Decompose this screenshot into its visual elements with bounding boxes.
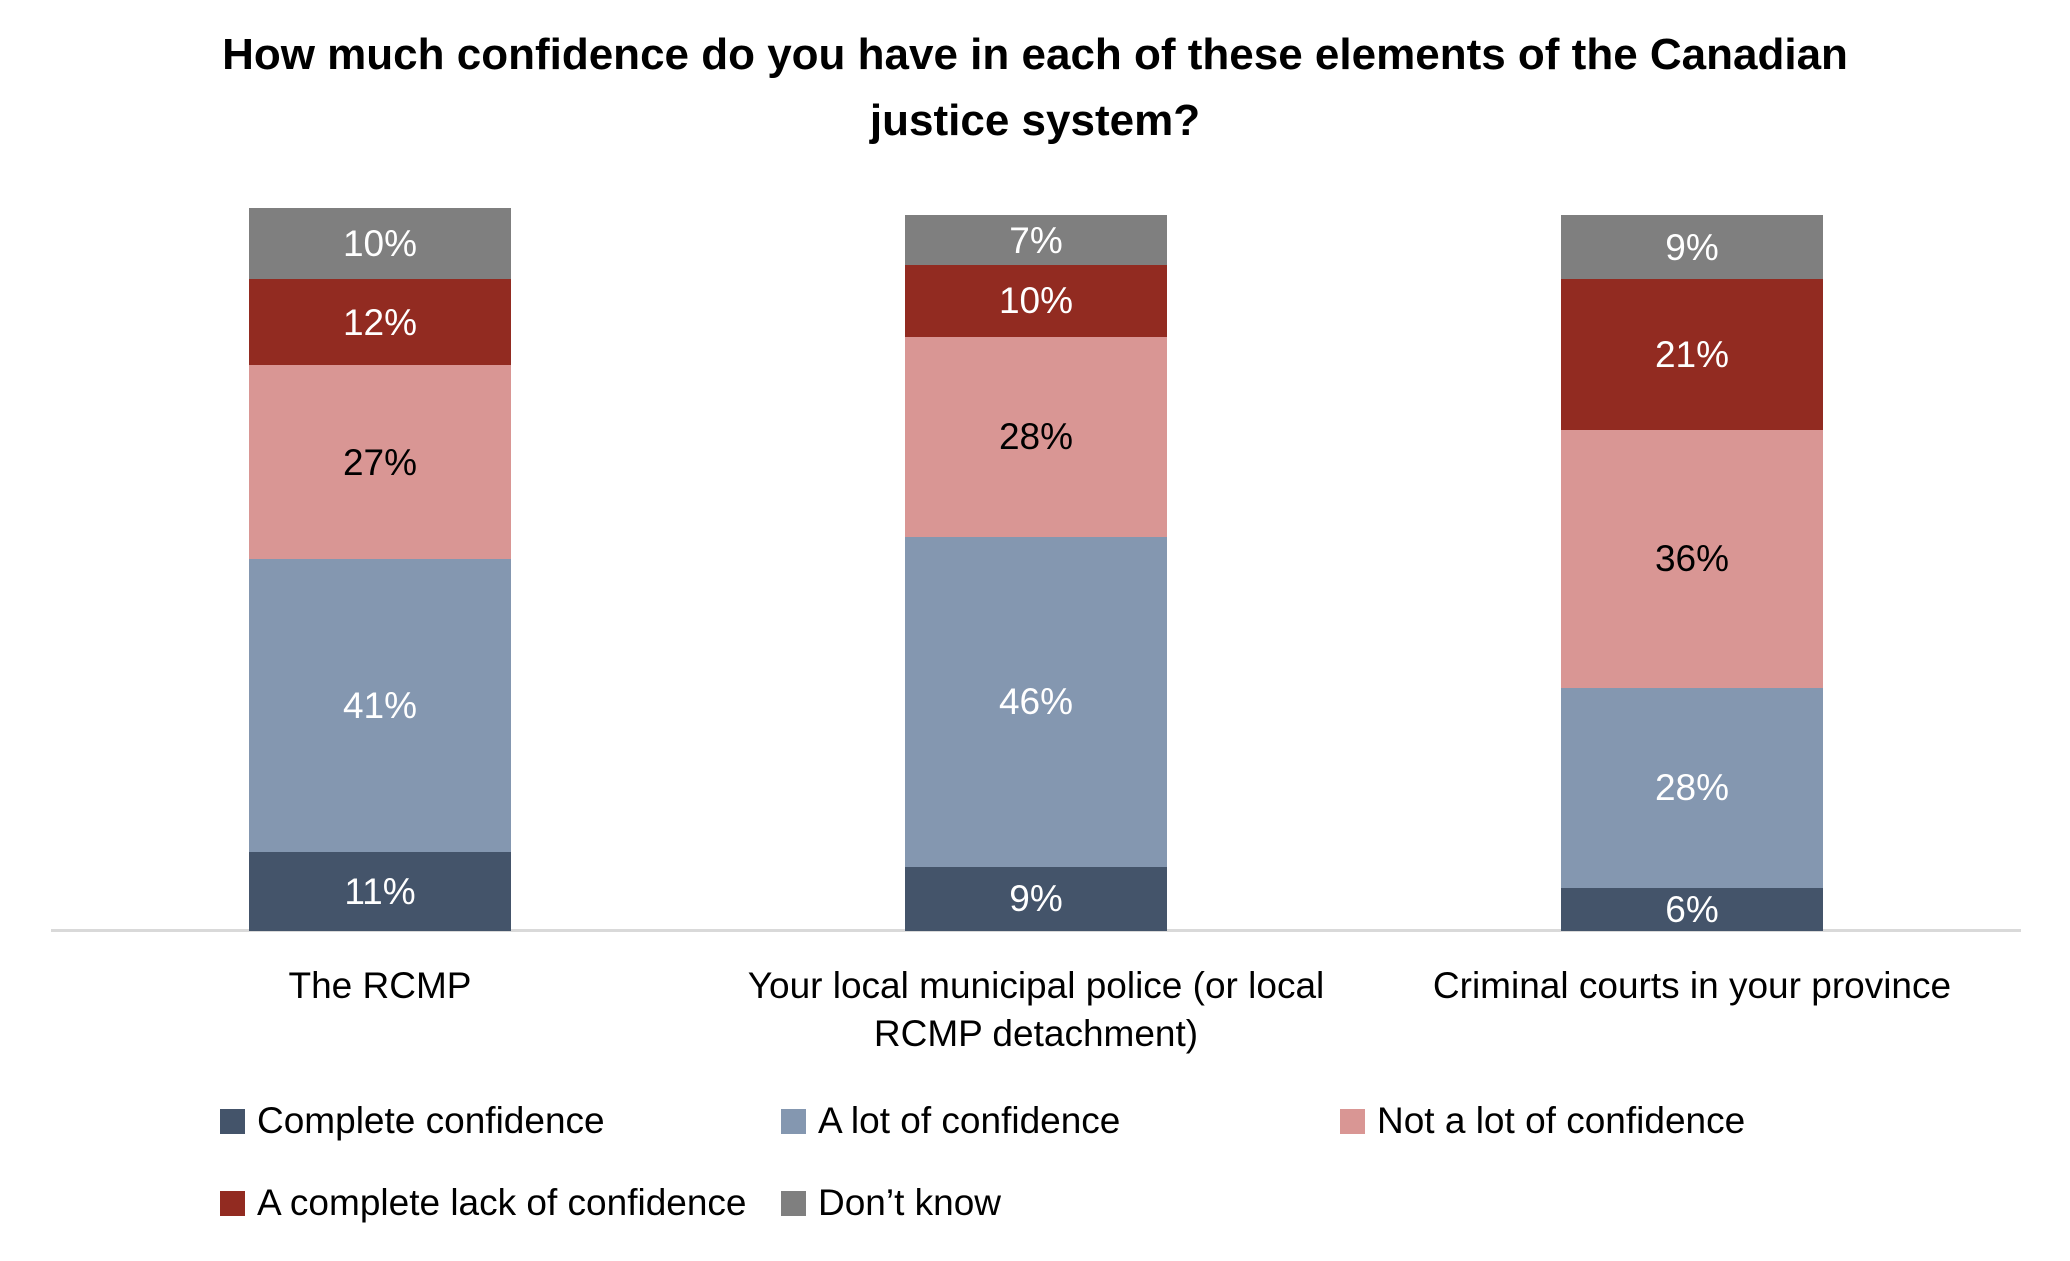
segment-value-label: 36% <box>1654 538 1730 580</box>
segment-value-label: 9% <box>1665 226 1719 268</box>
segment-value-label: 27% <box>342 441 418 483</box>
category-label-criminal-courts-in-your-province: Criminal courts in your province <box>1432 965 1952 1006</box>
bar-segment-a-complete-lack-of-confidence: 10% <box>905 265 1167 337</box>
legend-item-don-t-know: Don’t know <box>781 1182 1340 1224</box>
category-label-the-rcmp: The RCMP <box>288 965 472 1006</box>
legend-item-complete-confidence: Complete confidence <box>220 1100 781 1142</box>
segment-value-label: 10% <box>998 280 1074 322</box>
legend-label: Not a lot of confidence <box>1377 1100 1746 1141</box>
segment-value-label: 6% <box>1665 889 1719 930</box>
legend-label: Don’t know <box>818 1182 1002 1223</box>
segment-value-label: 28% <box>1654 767 1730 809</box>
bar-segment-complete-confidence: 11% <box>249 852 511 931</box>
bar-segment-don-t-know: 7% <box>905 215 1167 266</box>
bar-segment-a-complete-lack-of-confidence: 12% <box>249 279 511 366</box>
segment-value-label: 41% <box>342 684 418 726</box>
bar-segment-not-a-lot-of-confidence: 28% <box>905 336 1167 538</box>
segment-value-label: 28% <box>998 416 1074 458</box>
bar-segment-complete-confidence: 9% <box>905 866 1167 931</box>
bar-segment-not-a-lot-of-confidence: 27% <box>249 365 511 559</box>
bar-segment-don-t-know: 9% <box>1561 215 1823 280</box>
bar-segment-a-lot-of-confidence: 28% <box>1561 687 1823 889</box>
segment-value-label: 10% <box>342 223 418 265</box>
bar-segment-a-lot-of-confidence: 41% <box>249 558 511 853</box>
legend-swatch-icon <box>781 1190 806 1216</box>
bar-segment-complete-confidence: 6% <box>1561 888 1823 931</box>
legend-label: A lot of confidence <box>818 1100 1121 1141</box>
legend-label: A complete lack of confidence <box>257 1182 747 1223</box>
category-label-your-local-municipal-police-or-local-rcmp-detachment: Your local municipal police (or local RC… <box>747 965 1325 1055</box>
legend-label: Complete confidence <box>257 1100 605 1141</box>
legend-swatch-icon <box>220 1190 245 1216</box>
segment-value-label: 21% <box>1654 334 1730 376</box>
bar-segment-not-a-lot-of-confidence: 36% <box>1561 429 1823 688</box>
bar-segment-don-t-know: 10% <box>249 207 511 280</box>
segment-value-label: 7% <box>1009 219 1063 261</box>
chart-title: How much confidence do you have in each … <box>222 30 1848 145</box>
legend-swatch-icon <box>781 1108 806 1134</box>
legend: Complete confidence A lot of confidence No… <box>220 1100 1745 1224</box>
segment-value-label: 12% <box>342 301 418 343</box>
segment-value-label: 9% <box>1009 878 1063 920</box>
legend-swatch-icon <box>220 1108 245 1134</box>
bar-segment-a-complete-lack-of-confidence: 21% <box>1561 279 1823 430</box>
legend-item-a-lot-of-confidence: A lot of confidence <box>781 1100 1340 1142</box>
bar-segment-a-lot-of-confidence: 46% <box>905 537 1167 867</box>
legend-item-not-a-lot-of-confidence: Not a lot of confidence <box>1340 1100 1745 1142</box>
legend-item-a-complete-lack-of-confidence: A complete lack of confidence <box>220 1182 781 1224</box>
legend-swatch-icon <box>1340 1108 1365 1134</box>
segment-value-label: 46% <box>998 681 1074 723</box>
segment-value-label: 11% <box>344 871 416 913</box>
